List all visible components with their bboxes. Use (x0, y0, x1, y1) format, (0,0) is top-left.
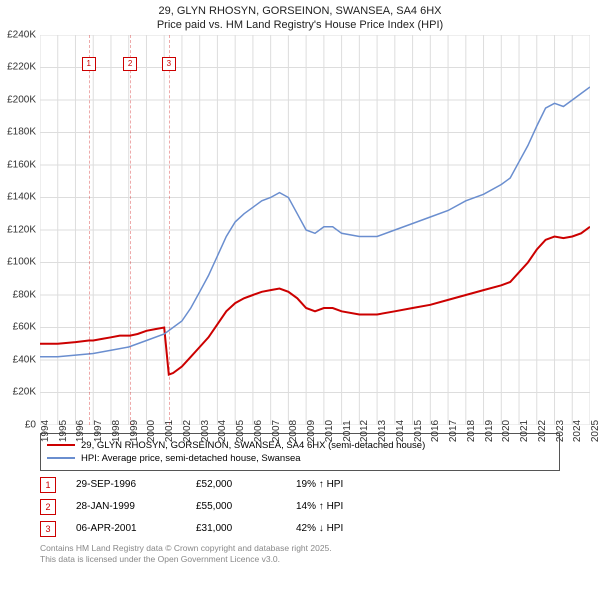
transaction-table: 1 29-SEP-1996 £52,000 19% ↑ HPI 2 28-JAN-1999… (40, 477, 560, 537)
transaction-marker-flag: 1 (82, 57, 96, 71)
footer-attribution: Contains HM Land Registry data © Crown c… (40, 543, 560, 565)
footer-line1: Contains HM Land Registry data © Crown c… (40, 543, 560, 554)
x-axis-tick: 2002 (182, 419, 193, 441)
x-axis-tick: 1994 (40, 419, 51, 441)
transaction-hpi: 14% ↑ HPI (296, 501, 376, 512)
y-axis-tick: £240K (7, 29, 36, 40)
y-axis-tick: £0 (25, 419, 36, 430)
x-axis-tick: 2006 (253, 419, 264, 441)
x-axis-tick: 2010 (324, 419, 335, 441)
y-axis-tick: £220K (7, 62, 36, 73)
x-axis-tick: 2013 (377, 419, 388, 441)
chart-title-address: 29, GLYN RHOSYN, GORSEINON, SWANSEA, SA4… (0, 4, 600, 18)
x-axis-tick: 2025 (590, 419, 600, 441)
y-axis-tick: £180K (7, 127, 36, 138)
footer-line2: This data is licensed under the Open Gov… (40, 554, 560, 565)
y-axis-tick: £100K (7, 257, 36, 268)
x-axis-tick: 2007 (271, 419, 282, 441)
x-axis-tick: 2008 (288, 419, 299, 441)
x-axis-tick: 2023 (555, 419, 566, 441)
x-axis-tick: 2014 (395, 419, 406, 441)
transaction-marker-line (169, 35, 170, 425)
transaction-date: 29-SEP-1996 (76, 479, 176, 490)
x-axis-tick: 1997 (93, 419, 104, 441)
x-axis-tick: 2009 (306, 419, 317, 441)
x-axis-tick: 2016 (430, 419, 441, 441)
x-axis-tick: 2020 (501, 419, 512, 441)
y-axis-tick: £140K (7, 192, 36, 203)
chart-header: 29, GLYN RHOSYN, GORSEINON, SWANSEA, SA4… (0, 0, 600, 35)
x-axis-tick: 2019 (484, 419, 495, 441)
x-axis-tick: 2015 (413, 419, 424, 441)
transaction-row-marker: 2 (40, 499, 56, 515)
x-axis-tick: 1998 (111, 419, 122, 441)
transaction-price: £55,000 (196, 501, 276, 512)
x-axis-tick: 2017 (448, 419, 459, 441)
legend-swatch (47, 457, 75, 459)
x-axis-tick: 2022 (537, 419, 548, 441)
transaction-marker-line (89, 35, 90, 425)
x-axis-tick: 2004 (217, 419, 228, 441)
transaction-price: £31,000 (196, 523, 276, 534)
x-axis-tick: 2012 (359, 419, 370, 441)
legend-label: HPI: Average price, semi-detached house,… (81, 453, 301, 464)
y-axis-tick: £120K (7, 224, 36, 235)
transaction-marker-flag: 2 (123, 57, 137, 71)
y-axis-tick: £40K (13, 354, 36, 365)
transaction-hpi: 42% ↓ HPI (296, 523, 376, 534)
x-axis-tick: 2011 (342, 420, 353, 442)
legend-row: 29, GLYN RHOSYN, GORSEINON, SWANSEA, SA4… (47, 440, 553, 451)
transaction-row: 3 06-APR-2001 £31,000 42% ↓ HPI (40, 521, 560, 537)
chart-area: £0£20K£40K£60K£80K£100K£120K£140K£160K£1… (40, 35, 590, 425)
transaction-row: 1 29-SEP-1996 £52,000 19% ↑ HPI (40, 477, 560, 493)
y-axis-tick: £60K (13, 322, 36, 333)
legend-row: HPI: Average price, semi-detached house,… (47, 453, 553, 464)
page: 29, GLYN RHOSYN, GORSEINON, SWANSEA, SA4… (0, 0, 600, 590)
x-axis-tick: 2000 (146, 419, 157, 441)
y-axis-tick: £20K (13, 387, 36, 398)
x-axis-tick: 1996 (75, 419, 86, 441)
transaction-date: 06-APR-2001 (76, 523, 176, 534)
chart-title-subtitle: Price paid vs. HM Land Registry's House … (0, 18, 600, 32)
x-axis-tick: 2018 (466, 419, 477, 441)
y-axis-tick: £160K (7, 159, 36, 170)
y-axis-tick: £200K (7, 94, 36, 105)
legend-swatch (47, 444, 75, 446)
transaction-hpi: 19% ↑ HPI (296, 479, 376, 490)
transaction-marker-line (130, 35, 131, 425)
line-chart (40, 35, 590, 425)
x-axis-tick: 2005 (235, 419, 246, 441)
transaction-row-marker: 3 (40, 521, 56, 537)
transaction-marker-flag: 3 (162, 57, 176, 71)
x-axis-tick: 2024 (572, 419, 583, 441)
transaction-row: 2 28-JAN-1999 £55,000 14% ↑ HPI (40, 499, 560, 515)
transaction-date: 28-JAN-1999 (76, 501, 176, 512)
x-axis-tick: 1995 (58, 419, 69, 441)
x-axis-tick: 2003 (200, 419, 211, 441)
transaction-row-marker: 1 (40, 477, 56, 493)
x-axis-tick: 2021 (519, 419, 530, 441)
transaction-price: £52,000 (196, 479, 276, 490)
y-axis-tick: £80K (13, 289, 36, 300)
